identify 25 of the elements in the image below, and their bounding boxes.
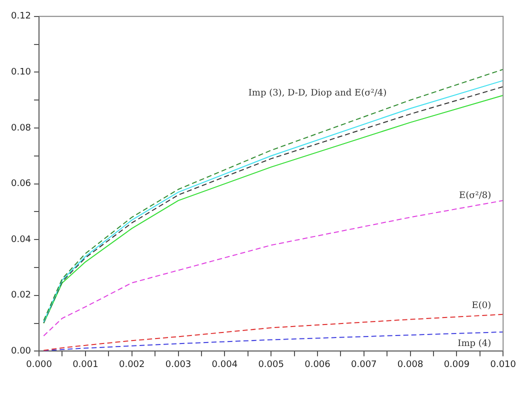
x-tick-label: 0.006 xyxy=(304,360,331,370)
x-tick-label: 0.001 xyxy=(72,360,98,370)
x-tick-label: 0.005 xyxy=(258,360,284,370)
series-label: Imp (4) xyxy=(458,339,492,350)
x-tick-label: 0.010 xyxy=(490,360,516,370)
x-tick-label: 0.003 xyxy=(165,360,192,370)
line-series xyxy=(43,331,504,352)
y-tick-label: 0.06 xyxy=(10,179,32,190)
y-tick-label: 0.12 xyxy=(10,12,32,22)
x-tick-label: 0.009 xyxy=(444,360,470,370)
series-label: E(0) xyxy=(472,300,492,311)
x-tick-label: 0.002 xyxy=(118,360,145,370)
annotation: Imp (3), D-D, Diop and E(σ²/4) xyxy=(248,88,387,99)
line-series xyxy=(43,200,504,336)
series-label: E(σ²/8) xyxy=(459,190,492,201)
y-tick-label: 0.10 xyxy=(10,68,32,78)
x-tick-label: 0.004 xyxy=(212,360,238,370)
line-series xyxy=(43,314,504,351)
y-tick-label: 0.02 xyxy=(10,290,32,301)
y-tick-label: 0.08 xyxy=(10,123,32,134)
y-tick-label: 0.04 xyxy=(10,234,32,245)
x-tick-label: 0.008 xyxy=(397,360,424,370)
x-tick-label: 0.000 xyxy=(26,360,52,370)
x-tick-label: 0.007 xyxy=(351,360,377,370)
y-tick-label: 0.00 xyxy=(10,346,32,357)
